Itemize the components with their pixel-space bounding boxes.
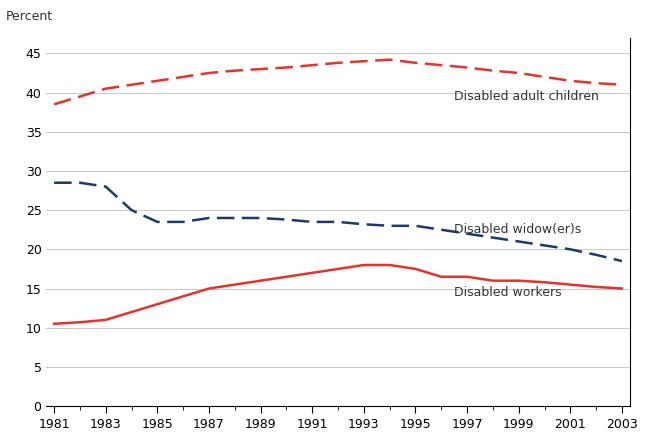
Text: Disabled widow(er)s: Disabled widow(er)s [454,223,582,236]
Text: Disabled workers: Disabled workers [454,286,562,299]
Text: Percent: Percent [6,10,53,23]
Text: Disabled adult children: Disabled adult children [454,90,599,103]
